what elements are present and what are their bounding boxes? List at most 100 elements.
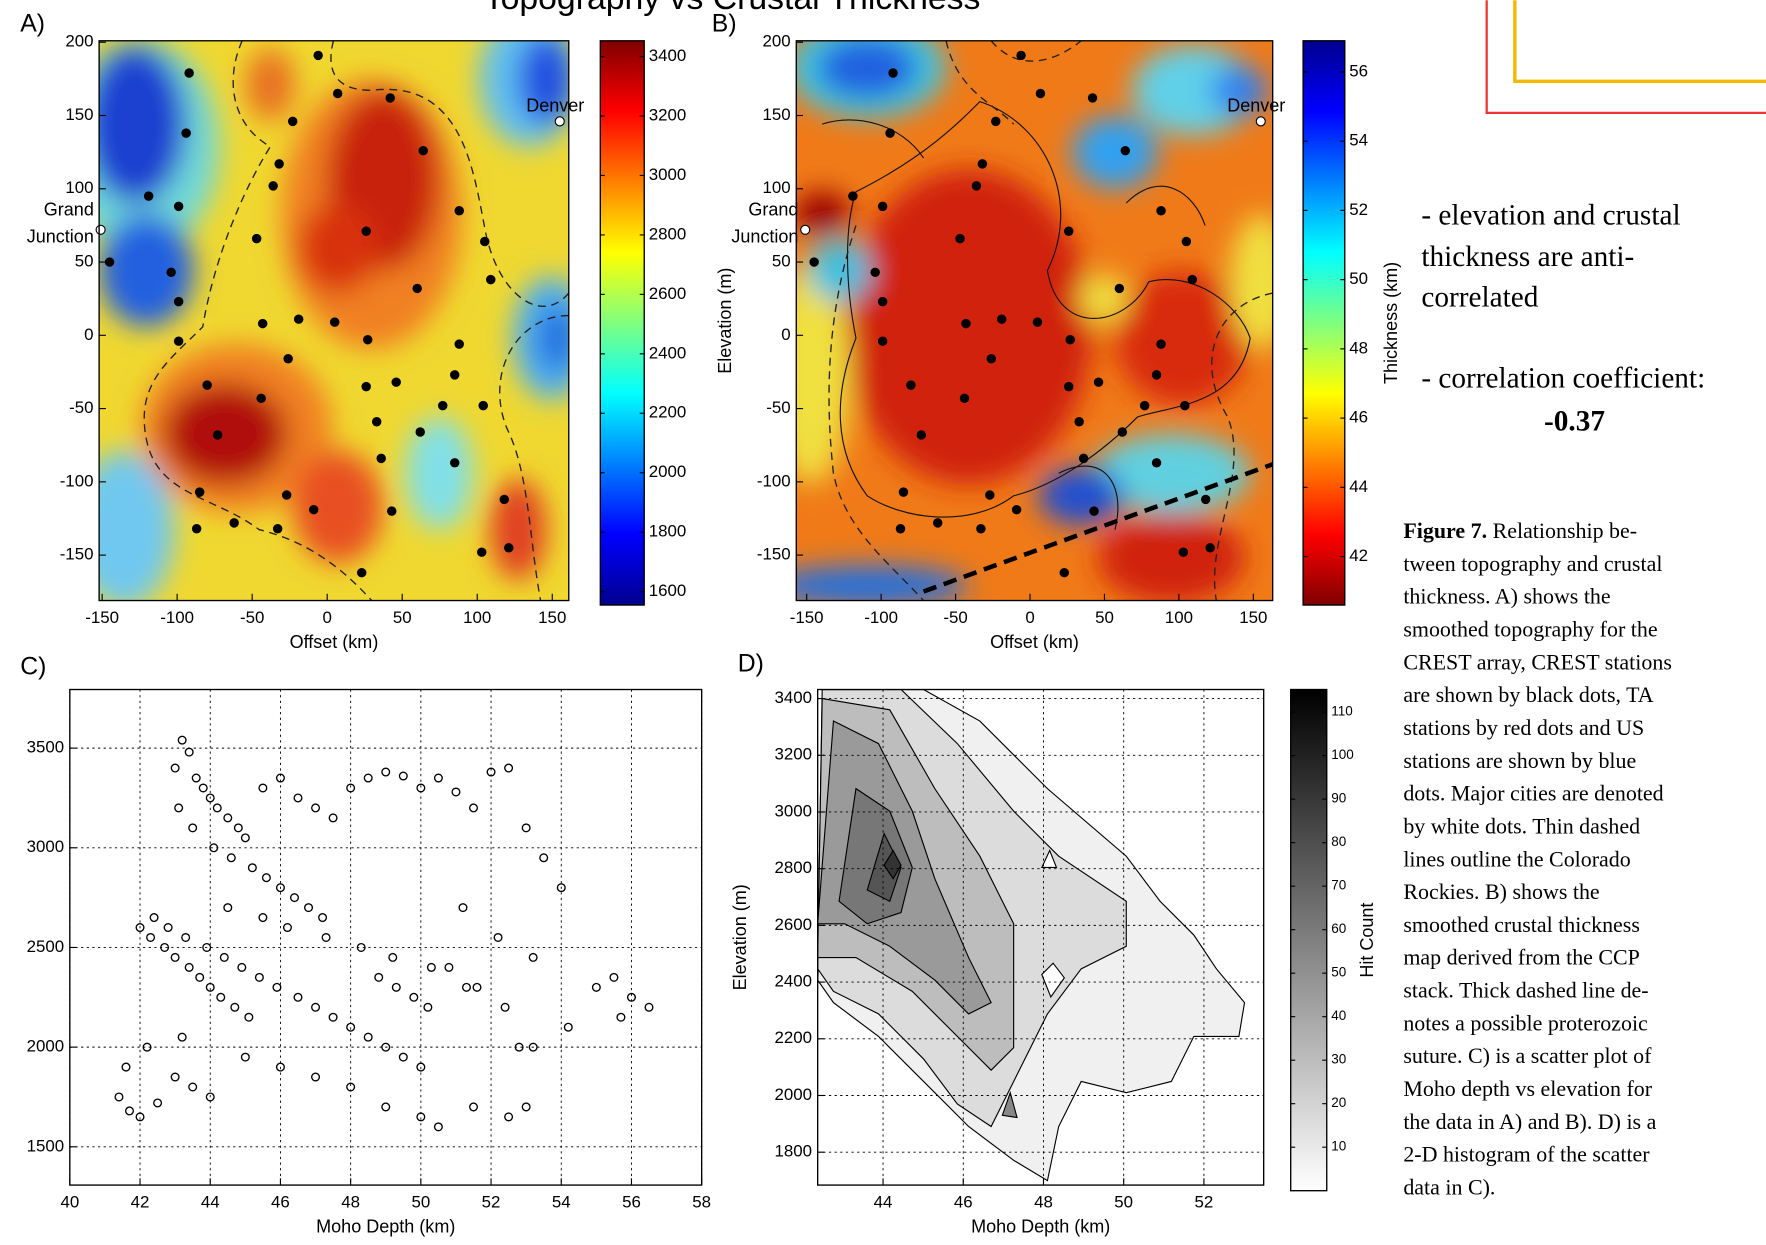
- colorbar-tick-label: 44: [1349, 477, 1368, 496]
- station-marker: [1156, 339, 1166, 349]
- station-marker: [1114, 283, 1125, 294]
- scatter-point: [240, 833, 250, 843]
- station-marker: [166, 267, 176, 278]
- scatter-point: [212, 803, 222, 813]
- colorbar-tick-label: 42: [1349, 546, 1368, 565]
- colorbar-tick-label: 56: [1349, 61, 1368, 80]
- x-tick-label: -50: [943, 608, 967, 627]
- scatter-point: [174, 803, 184, 813]
- map-background: [99, 40, 569, 601]
- caption-line: the data in A) and B). D) is a: [1403, 1109, 1656, 1134]
- station-marker: [1181, 236, 1192, 247]
- figure-title: Topography vs Crustal Thickness: [484, 0, 981, 17]
- x-tick-label: 48: [341, 1193, 360, 1212]
- colorbar-tick-label: 40: [1331, 1008, 1346, 1023]
- colorbar: [599, 40, 645, 606]
- station-marker: [959, 393, 970, 404]
- station-marker: [1180, 400, 1190, 411]
- note-line: thickness are anti-: [1421, 241, 1634, 273]
- station-marker: [391, 377, 401, 387]
- scatter-point: [216, 992, 226, 1002]
- station-marker: [1059, 567, 1069, 578]
- y-tick-label: 50: [772, 252, 791, 271]
- y-tick-label: 2000: [774, 1085, 812, 1104]
- y-tick-label: -50: [766, 398, 790, 417]
- x-tick-label: -100: [160, 608, 194, 627]
- city-label: Junction: [731, 226, 798, 246]
- scatter-point: [433, 773, 443, 783]
- station-marker: [415, 427, 425, 437]
- scatter-point: [626, 992, 636, 1002]
- colorbar-tick-label: 1600: [649, 581, 687, 600]
- y-tick-label: 2600: [774, 915, 812, 934]
- station-marker: [1200, 494, 1211, 505]
- caption-text: Relationship be-: [1493, 518, 1638, 543]
- colorbar-tick-label: 54: [1349, 131, 1368, 150]
- scatter-point: [504, 1112, 514, 1122]
- y-tick-label: 1500: [27, 1136, 65, 1155]
- colorbar-tick-label: 60: [1331, 921, 1346, 936]
- x-tick-label: 44: [201, 1193, 220, 1212]
- station-marker: [1011, 504, 1022, 515]
- station-marker: [1078, 453, 1089, 464]
- station-marker: [143, 191, 154, 201]
- station-marker: [898, 487, 909, 497]
- scatter-point: [563, 1022, 573, 1032]
- caption-text: lines outline the Colorado: [1403, 846, 1630, 871]
- station-marker: [376, 453, 386, 464]
- notes: - elevation and crustal thickness are ant…: [1421, 199, 1705, 437]
- station-marker: [202, 380, 212, 390]
- caption-line: tween topography and crustal: [1403, 551, 1662, 576]
- x-tick-label: 56: [622, 1193, 641, 1212]
- scatter-point: [289, 893, 299, 903]
- caption-text: are shown by black dots, TA: [1403, 682, 1653, 707]
- scatter-point: [391, 982, 401, 992]
- scatter-point: [528, 952, 538, 962]
- y-tick-label: 3200: [774, 745, 812, 764]
- station-marker: [986, 354, 997, 364]
- scatter-point: [184, 962, 194, 972]
- scatter-point: [135, 923, 145, 933]
- station-marker: [212, 430, 223, 440]
- scatter-point: [188, 1082, 198, 1092]
- colorbar-tick-label: 80: [1331, 834, 1346, 849]
- scatter-point: [381, 1042, 391, 1052]
- station-marker: [437, 400, 448, 411]
- caption-line: thickness. A) shows the: [1403, 584, 1610, 609]
- scatter-point: [198, 783, 208, 793]
- colorbar-tick-label: 90: [1331, 791, 1346, 806]
- station-marker: [985, 490, 995, 500]
- station-marker: [229, 518, 239, 528]
- caption-text: thickness. A) shows the: [1403, 584, 1610, 609]
- station-marker: [450, 458, 460, 468]
- scatter-point: [346, 1082, 356, 1092]
- scatter-point: [209, 843, 219, 853]
- scatter-point: [363, 773, 373, 783]
- station-marker: [916, 430, 927, 440]
- y-tick-label: 3400: [774, 688, 812, 707]
- note-line: correlated: [1421, 282, 1538, 314]
- colorbar: [1290, 688, 1328, 1192]
- x-tick-label: 50: [1095, 608, 1114, 627]
- colorbar-tick-label: 3000: [649, 165, 687, 184]
- scatter-point: [461, 982, 471, 992]
- x-axis-label: Moho Depth (km): [316, 1217, 455, 1237]
- station-marker: [181, 128, 191, 138]
- station-marker: [1032, 317, 1043, 327]
- caption-text: CREST array, CREST stations: [1403, 649, 1672, 674]
- station-marker: [386, 506, 397, 516]
- scatter-point: [160, 942, 170, 952]
- scatter-point: [153, 1098, 163, 1108]
- scatter-point: [254, 972, 264, 982]
- y-tick-label: 3000: [774, 801, 812, 820]
- y-tick-label: 2200: [774, 1028, 812, 1047]
- y-tick-label: 2500: [27, 937, 65, 956]
- colorbar-label: Hit Count: [1357, 903, 1377, 978]
- station-marker: [173, 336, 184, 346]
- scatter-point: [121, 1062, 131, 1072]
- scatter-point: [177, 735, 187, 745]
- station-marker: [1156, 206, 1166, 216]
- station-marker: [977, 159, 988, 169]
- station-marker: [1087, 93, 1098, 103]
- station-marker: [173, 296, 184, 307]
